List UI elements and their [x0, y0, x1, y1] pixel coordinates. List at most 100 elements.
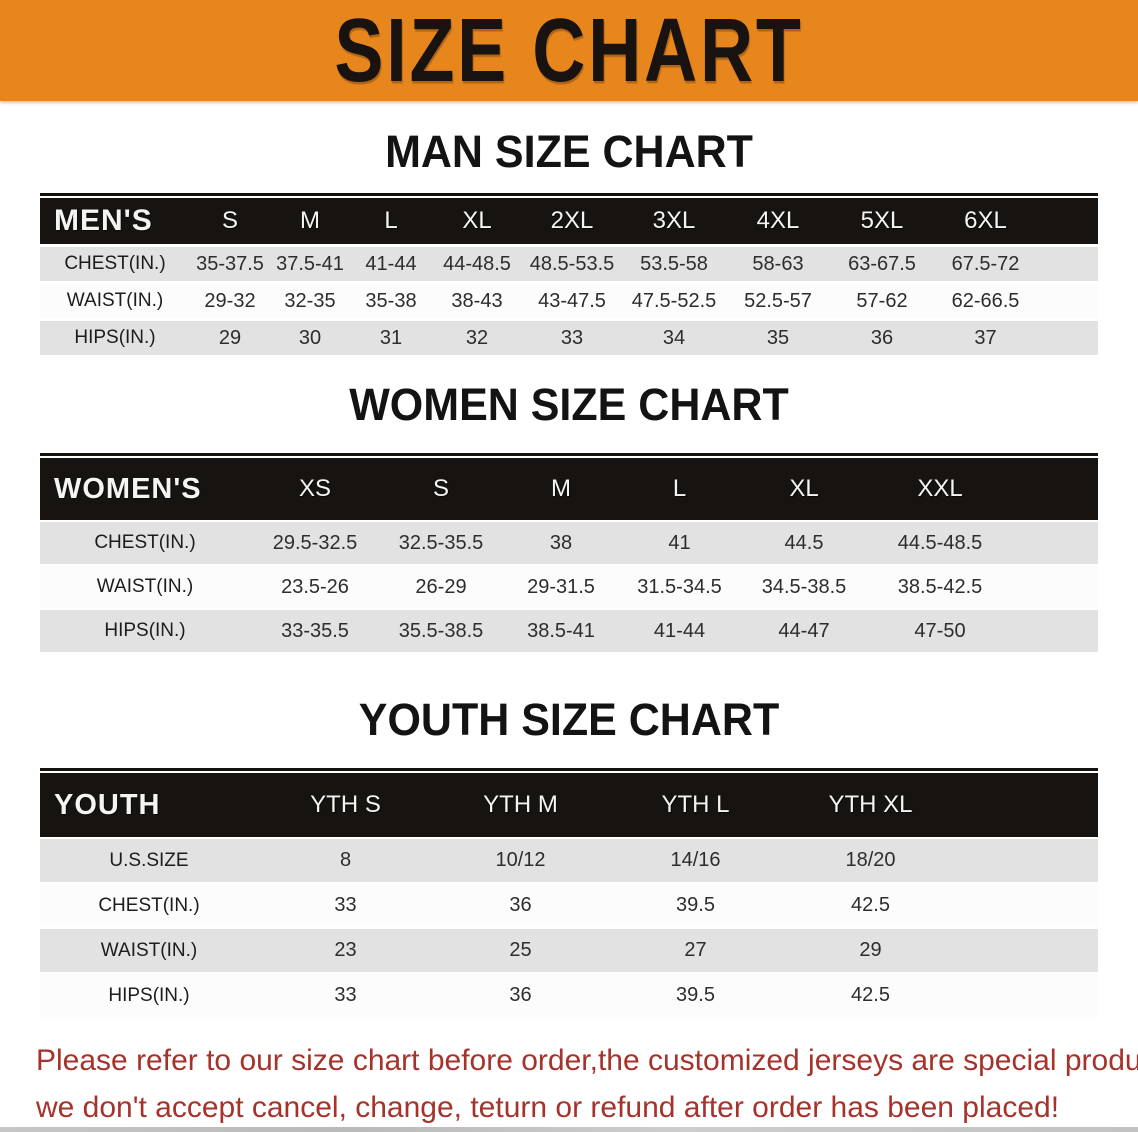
size-value: 29	[859, 939, 882, 961]
size-column-header: 5XL	[860, 207, 904, 234]
women-table-body: CHEST(IN.) 29.5-32.5 32.5-35.5 38 41 44.5 44.5…	[40, 522, 1098, 652]
banner-title: SIZE CHART	[334, 0, 804, 100]
women-section-heading: WOMEN SIZE CHART	[349, 379, 789, 431]
row-label: WAIST(IN.)	[66, 290, 164, 311]
size-column-header: L	[384, 207, 398, 234]
measurement-row: WAIST(IN.) 23.5-26 26-29 29-31.5 31.5-34.5 34…	[40, 566, 1098, 608]
size-value: 35-38	[365, 289, 417, 312]
size-value: 10/12	[495, 849, 546, 871]
size-value: 38	[549, 531, 573, 554]
size-value: 34	[662, 326, 686, 349]
size-value: 42.5	[851, 894, 890, 916]
measurement-row: HIPS(IN.) 33 36 39.5 42.5	[40, 974, 1098, 1017]
row-label: HIPS(IN.)	[108, 984, 190, 1006]
size-value: 29	[218, 326, 242, 349]
size-value: 36	[509, 984, 532, 1006]
size-value: 42.5	[851, 984, 890, 1006]
size-value: 41	[668, 531, 691, 554]
size-value: 53.5-58	[640, 252, 708, 275]
table-title-cell: YOUTH	[54, 788, 161, 821]
size-value: 57-62	[856, 289, 908, 312]
size-column-header: M	[300, 207, 320, 234]
size-value: 37.5-41	[276, 252, 344, 275]
size-value: 43-47.5	[538, 289, 606, 312]
size-value: 33	[334, 894, 357, 916]
size-value: 67.5-72	[951, 252, 1020, 275]
size-value: 38-43	[451, 289, 503, 312]
size-value: 41-44	[653, 619, 706, 642]
row-label: WAIST(IN.)	[96, 576, 194, 597]
women-table-header-row: WOMEN'S XS S M L XL XXL	[40, 458, 1098, 520]
size-value: 32.5-35.5	[398, 531, 484, 554]
measurement-row: WAIST(IN.) 23 25 27 29	[40, 929, 1098, 972]
man-table-body: CHEST(IN.) 35-37.5 37.5-41 41-44 44-48.5 48.5…	[40, 247, 1098, 355]
man-size-table: MEN'S S M L XL 2XL 3XL 4XL 5XL 6XL CHEST(IN.) 35-3…	[40, 193, 1098, 355]
row-label: CHEST(IN.)	[98, 894, 200, 916]
size-column-header: XL	[789, 475, 819, 502]
youth-table-body: U.S.SIZE 8 10/12 14/16 18/20 CHEST(IN.) 33 36 39…	[40, 839, 1098, 1017]
size-value: 29.5-32.5	[272, 531, 358, 554]
size-value: 44-47	[778, 619, 830, 642]
size-value: 41-44	[365, 252, 417, 275]
size-column-header: YTH S	[310, 791, 381, 818]
size-value: 33-35.5	[281, 619, 349, 642]
size-value: 27	[684, 939, 707, 961]
size-value: 32	[465, 326, 489, 349]
size-value: 32-35	[284, 289, 336, 312]
size-value: 23.5-26	[281, 575, 349, 598]
size-column-header: XXL	[917, 475, 963, 502]
size-value: 38.5-42.5	[897, 575, 983, 598]
row-label: CHEST(IN.)	[94, 532, 196, 553]
table-title-cell: MEN'S	[54, 204, 153, 237]
size-value: 29-32	[204, 289, 256, 312]
size-value: 18/20	[845, 849, 896, 871]
measurement-row: CHEST(IN.) 35-37.5 37.5-41 41-44 44-48.5 48.5…	[40, 247, 1098, 281]
table-top-border	[40, 193, 1098, 196]
women-size-table: WOMEN'S XS S M L XL XXL CHEST(IN.) 29.5-32.5 32.…	[40, 453, 1098, 652]
size-value: 14/16	[670, 849, 721, 871]
row-label: HIPS(IN.)	[74, 327, 156, 348]
disclaimer-note: Please refer to our size chart before or…	[0, 1037, 1138, 1131]
table-top-border	[40, 453, 1098, 456]
size-value: 36	[509, 894, 532, 916]
size-column-header: 3XL	[652, 207, 696, 234]
size-value: 31	[379, 326, 403, 349]
measurement-row: CHEST(IN.) 33 36 39.5 42.5	[40, 884, 1098, 927]
size-value: 30	[298, 326, 322, 349]
size-column-header: XS	[298, 475, 331, 502]
size-value: 35	[766, 326, 790, 349]
size-column-header: 4XL	[756, 207, 800, 234]
row-label: HIPS(IN.)	[104, 620, 186, 641]
row-label: U.S.SIZE	[109, 849, 189, 871]
size-value: 44.5-48.5	[897, 531, 983, 554]
size-value: 26-29	[415, 575, 467, 598]
size-value: 58-63	[752, 252, 804, 275]
size-column-header: 6XL	[964, 207, 1007, 234]
size-value: 33	[334, 984, 357, 1006]
size-column-header: S	[432, 475, 449, 502]
measurement-row: HIPS(IN.) 33-35.5 35.5-38.5 38.5-41 41-44 44-…	[40, 610, 1098, 652]
disclaimer-line-1: Please refer to our size chart before or…	[36, 1044, 1138, 1077]
size-value: 44-48.5	[443, 252, 511, 275]
table-title-cell: WOMEN'S	[54, 472, 202, 505]
size-column-header: YTH L	[661, 791, 730, 818]
measurement-row: WAIST(IN.) 29-32 32-35 35-38 38-43 43-47.5 47.…	[40, 284, 1098, 318]
size-value: 33	[560, 326, 584, 349]
size-value: 34.5-38.5	[761, 575, 847, 598]
size-value: 31.5-34.5	[637, 575, 722, 598]
size-column-header: YTH M	[483, 791, 558, 818]
size-value: 37	[974, 326, 997, 349]
size-value: 47.5-52.5	[631, 289, 717, 312]
size-value: 39.5	[676, 894, 715, 916]
row-label: CHEST(IN.)	[64, 253, 166, 274]
size-value: 48.5-53.5	[529, 252, 615, 275]
size-column-header: XL	[462, 207, 492, 234]
size-value: 47-50	[914, 619, 966, 642]
size-value: 62-66.5	[951, 289, 1020, 312]
size-chart-banner: SIZE CHART	[0, 0, 1138, 101]
measurement-row: U.S.SIZE 8 10/12 14/16 18/20	[40, 839, 1098, 882]
size-value: 25	[509, 939, 532, 961]
size-value: 63-67.5	[848, 252, 916, 275]
size-value: 8	[339, 849, 352, 871]
row-label: WAIST(IN.)	[100, 939, 198, 961]
